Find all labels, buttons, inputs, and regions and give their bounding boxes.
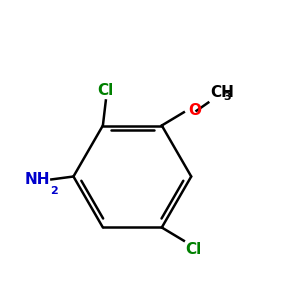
- Text: 3: 3: [223, 92, 231, 102]
- Text: Cl: Cl: [98, 82, 114, 98]
- Text: O: O: [188, 103, 201, 118]
- Text: Cl: Cl: [185, 242, 202, 257]
- Text: NH: NH: [24, 172, 50, 187]
- Text: CH: CH: [210, 85, 234, 100]
- Text: 2: 2: [50, 186, 58, 196]
